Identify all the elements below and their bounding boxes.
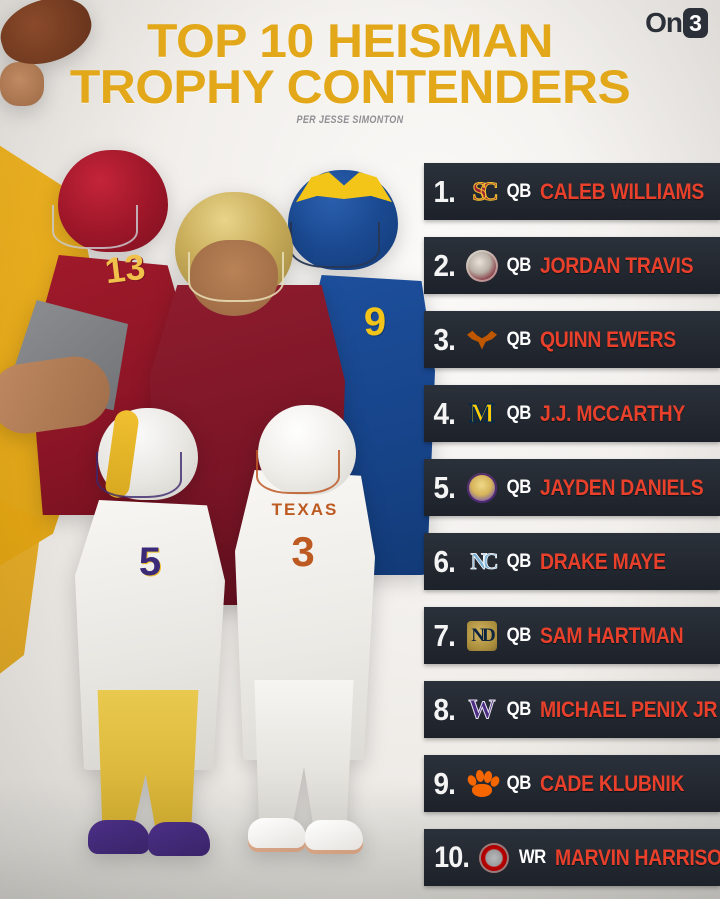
rank-number: 6.	[433, 544, 456, 579]
player-position: WR	[518, 846, 546, 868]
table-row[interactable]: 4. M QB J.J. MCCARTHY	[424, 385, 720, 442]
player-name: JAYDEN DANIELS	[539, 474, 704, 500]
player-name: MICHAEL PENIX JR	[539, 696, 717, 722]
player-position: QB	[506, 550, 532, 572]
player-name: JORDAN TRAVIS	[539, 252, 694, 278]
player-name: SAM HARTMAN	[539, 622, 684, 648]
table-row[interactable]: 7. ND QB SAM HARTMAN	[424, 607, 720, 664]
title-line-2: TROPHY CONTENDERS	[69, 59, 631, 113]
fsu-facemask-icon	[188, 252, 284, 302]
lsu-facemask-icon	[96, 452, 182, 498]
texas-pants	[254, 680, 354, 830]
player-name: MARVIN HARRISON JR	[554, 844, 720, 870]
player-position: QB	[506, 328, 532, 350]
page-title: TOP 10 HEISMAN TROPHY CONTENDERS PER JES…	[0, 17, 700, 127]
player-name: CALEB WILLIAMS	[539, 178, 704, 204]
table-row[interactable]: 6. NC QB DRAKE MAYE	[424, 533, 720, 590]
rank-number: 5.	[433, 470, 456, 505]
player-name: DRAKE MAYE	[539, 548, 666, 574]
ohio-state-logo	[477, 841, 511, 875]
lsu-cleat-right	[148, 822, 210, 856]
michigan-jersey-number: 9	[363, 300, 387, 344]
on3-logo[interactable]: On 3	[645, 8, 708, 38]
player-name: CADE KLUBNIK	[539, 770, 684, 796]
table-row[interactable]: 9. QB CADE KLUBNIK	[424, 755, 720, 812]
player-name: J.J. MCCARTHY	[539, 400, 685, 426]
on3-wordmark: On	[645, 7, 683, 38]
usc-logo: SC	[472, 176, 499, 206]
table-row[interactable]: 10. WR MARVIN HARRISON JR	[424, 829, 720, 886]
player-position: QB	[506, 624, 532, 646]
lsu-logo	[465, 471, 499, 505]
player-position: QB	[506, 402, 532, 424]
texas-cleat-right	[305, 820, 363, 854]
table-row[interactable]: 5. QB JAYDEN DANIELS	[424, 459, 720, 516]
florida-state-logo	[465, 249, 499, 283]
table-row[interactable]: 3. QB QUINN EWERS	[424, 311, 720, 368]
texas-cleat-left	[248, 818, 306, 852]
player-position: QB	[506, 698, 532, 720]
rank-number: 10.	[434, 840, 470, 874]
player-position: QB	[506, 476, 532, 498]
rank-number: 8.	[433, 692, 456, 727]
rank-number: 3.	[433, 322, 456, 357]
rank-number: 1.	[433, 174, 456, 209]
usc-facemask-icon	[52, 205, 138, 249]
washington-logo: W	[468, 694, 496, 724]
player-position: QB	[506, 254, 532, 276]
fsu-hand	[0, 62, 44, 106]
texas-jersey-number: 3	[291, 528, 315, 575]
table-row[interactable]: 8. W QB MICHAEL PENIX JR	[424, 681, 720, 738]
rank-number: 4.	[433, 396, 456, 431]
michigan-facemask-icon	[290, 222, 380, 268]
notre-dame-logo: ND	[465, 619, 499, 653]
clemson-logo	[465, 767, 502, 801]
player-position: QB	[506, 772, 532, 794]
table-row[interactable]: 1. SC QB CALEB WILLIAMS	[424, 163, 720, 220]
lsu-pants	[97, 690, 199, 830]
rankings-list: 1. SC QB CALEB WILLIAMS 2. QB JORDAN TRA…	[424, 163, 720, 886]
texas-jersey-wordmark: TEXAS	[271, 500, 339, 519]
on3-badge-three: 3	[683, 8, 708, 38]
title-line-1: TOP 10 HEISMAN	[146, 14, 554, 67]
rank-number: 2.	[433, 248, 456, 283]
north-carolina-logo: NC	[470, 549, 499, 574]
rank-number: 9.	[433, 766, 456, 801]
texas-facemask-icon	[256, 450, 340, 494]
table-row[interactable]: 2. QB JORDAN TRAVIS	[424, 237, 720, 294]
player-position: QB	[506, 180, 532, 202]
lsu-jersey-number: 5	[138, 540, 162, 584]
rank-number: 7.	[433, 618, 456, 653]
michigan-logo: M	[469, 398, 496, 428]
player-name: QUINN EWERS	[539, 326, 676, 352]
byline: PER JESSE SIMONTON	[296, 114, 404, 127]
lsu-cleat-left	[88, 820, 150, 854]
texas-longhorns-logo	[465, 323, 499, 357]
